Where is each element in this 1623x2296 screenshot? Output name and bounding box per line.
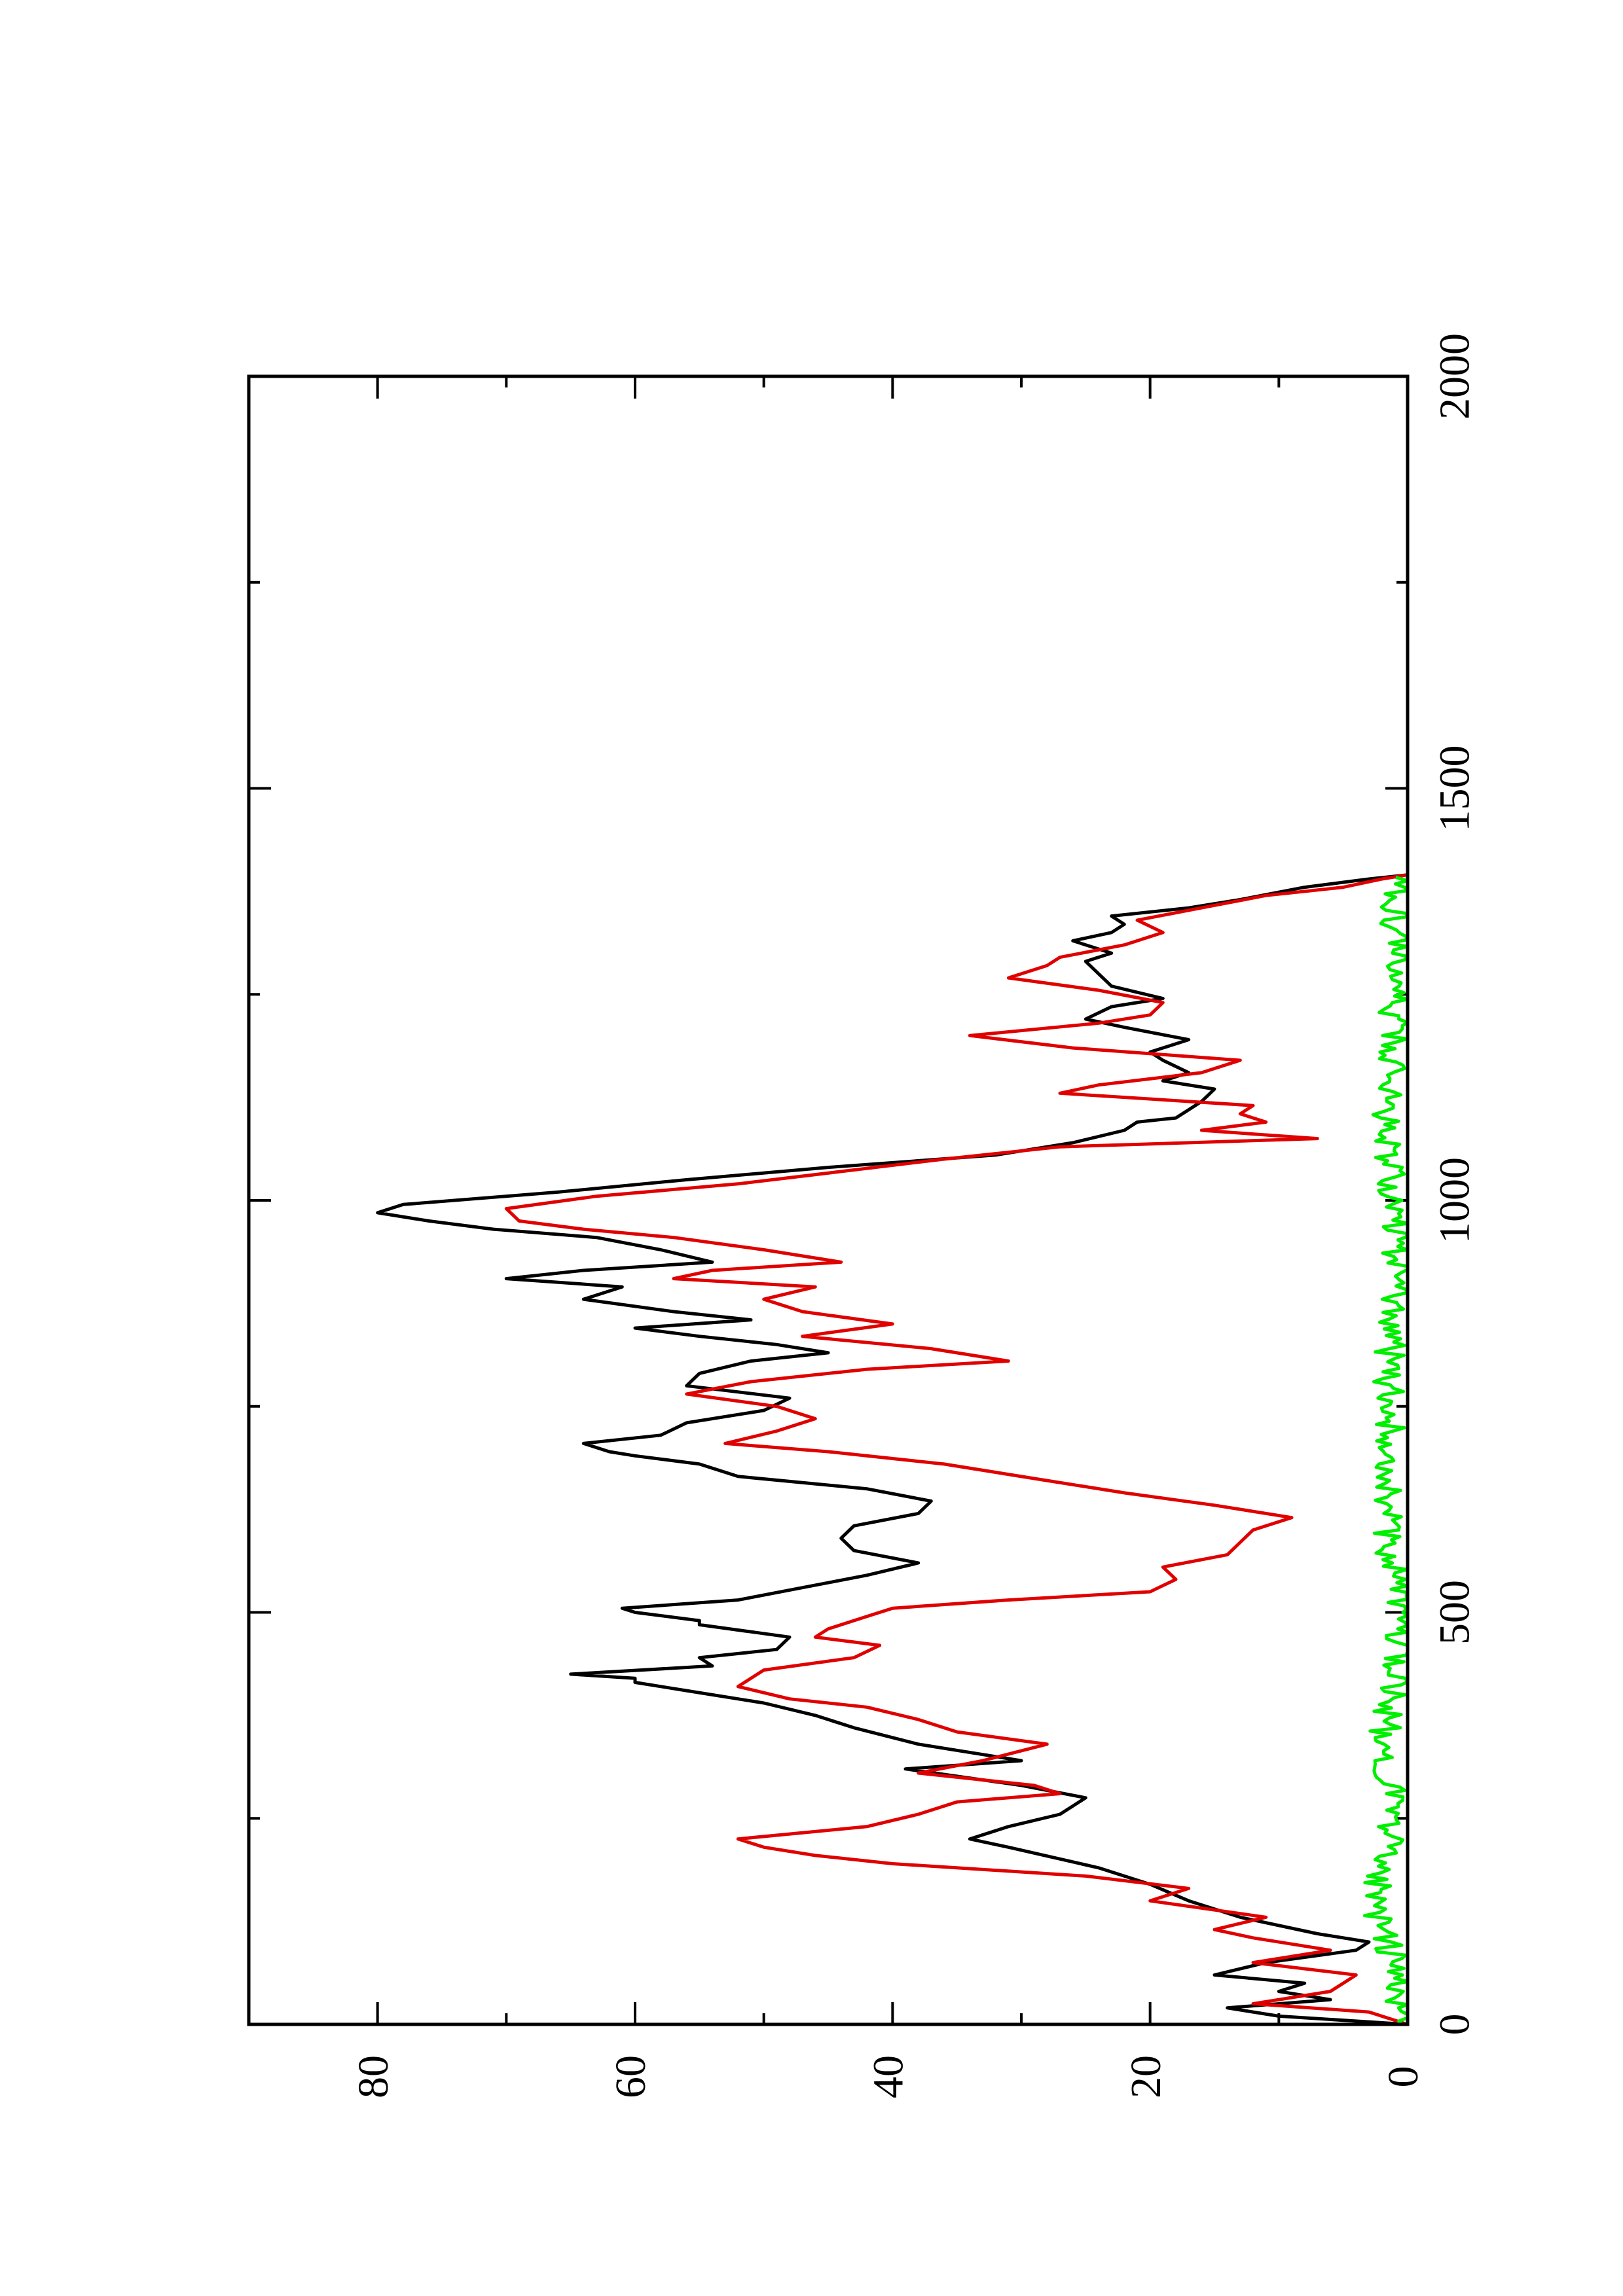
series-layer	[376, 873, 1410, 2026]
x-tick-label: 500	[1431, 1580, 1478, 1645]
x-tick-label: 1000	[1431, 1157, 1478, 1244]
y-tick-label: 80	[350, 2055, 397, 2098]
tick-labels: 0 500 1000 1500 2000 0 20 40 60 80	[350, 333, 1479, 2098]
y-tick-label: 40	[864, 2055, 912, 2098]
y-tick-label: 20	[1122, 2055, 1170, 2098]
series-red-line	[504, 873, 1408, 2026]
y-tick-label: 60	[607, 2055, 655, 2098]
series-green-line	[1362, 876, 1410, 2026]
x-tick-label: 0	[1431, 2014, 1478, 2036]
plot-frame	[247, 374, 1410, 2026]
y-tick-label: 0	[1379, 2066, 1427, 2088]
x-tick-label: 1500	[1431, 745, 1478, 832]
x-tick-label: 2000	[1431, 333, 1478, 420]
